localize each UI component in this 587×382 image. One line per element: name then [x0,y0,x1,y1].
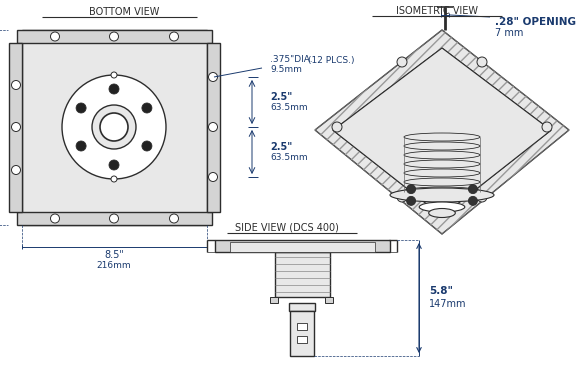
Circle shape [12,123,21,131]
Circle shape [407,185,416,194]
Circle shape [208,73,218,81]
Bar [290,311,314,356]
Circle shape [477,57,487,67]
Circle shape [111,176,117,182]
Circle shape [468,185,477,194]
Circle shape [109,84,119,94]
Ellipse shape [419,202,465,212]
Circle shape [170,214,178,223]
Text: .375"DIA.: .375"DIA. [270,55,313,65]
Circle shape [111,72,117,78]
Ellipse shape [390,188,494,202]
Polygon shape [333,48,551,216]
Bar [207,43,220,212]
Bar [325,297,333,303]
Text: 63.5mm: 63.5mm [270,154,308,162]
Bar [270,297,278,303]
Circle shape [397,57,407,67]
Circle shape [110,214,119,223]
Bar [17,212,212,225]
Bar [17,30,212,43]
Circle shape [92,105,136,149]
Bar [9,43,22,212]
Circle shape [76,103,86,113]
Circle shape [332,122,342,132]
Text: 7 mm: 7 mm [495,28,524,38]
Circle shape [76,141,86,151]
Circle shape [12,81,21,89]
Circle shape [170,32,178,41]
Circle shape [397,192,407,202]
Circle shape [100,113,128,141]
Circle shape [50,214,59,223]
Text: 5.8": 5.8" [429,286,453,296]
Circle shape [110,32,119,41]
Circle shape [208,123,218,131]
Polygon shape [333,48,551,216]
Text: 2.5": 2.5" [270,92,292,102]
Circle shape [142,103,152,113]
Circle shape [62,75,166,179]
Text: 8.5": 8.5" [104,250,124,260]
Text: 63.5mm: 63.5mm [270,104,308,113]
Bar [297,323,307,330]
Bar [215,240,390,252]
Circle shape [208,173,218,181]
Text: 147mm: 147mm [429,299,467,309]
Circle shape [477,192,487,202]
Text: 9.5mm: 9.5mm [270,65,302,74]
Bar [275,252,330,297]
Text: 216mm: 216mm [97,261,131,269]
Circle shape [109,160,119,170]
Text: ISOMETRIC VIEW: ISOMETRIC VIEW [396,6,478,16]
Bar [297,336,307,343]
Text: BOTTOM VIEW: BOTTOM VIEW [89,7,159,17]
Polygon shape [315,30,569,234]
Circle shape [407,196,416,206]
Circle shape [542,122,552,132]
Circle shape [50,32,59,41]
Bar [22,30,207,225]
Circle shape [142,141,152,151]
Text: SIDE VIEW (DCS 400): SIDE VIEW (DCS 400) [235,223,339,233]
Bar [289,303,315,311]
Text: 2.5": 2.5" [270,142,292,152]
Text: .28" OPENING: .28" OPENING [495,17,576,27]
Text: (12 PLCS.): (12 PLCS.) [308,55,355,65]
Circle shape [468,196,477,206]
Bar [230,242,375,252]
Ellipse shape [429,209,456,217]
Circle shape [12,165,21,175]
